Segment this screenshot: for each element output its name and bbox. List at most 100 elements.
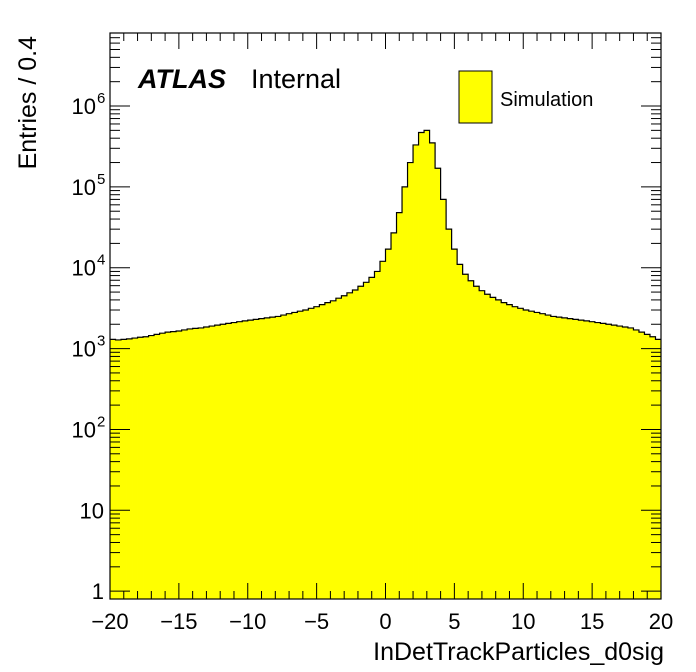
histogram-bin	[567, 318, 574, 599]
histogram-bin	[534, 312, 541, 599]
histogram-bin	[231, 322, 238, 599]
histogram-bin	[616, 326, 623, 599]
y-tick-label-exponent: 2	[97, 413, 105, 430]
x-tick-label: −15	[160, 609, 197, 634]
atlas-label: ATLAS	[137, 64, 226, 94]
y-tick-label-exponent: 3	[97, 333, 105, 350]
histogram-bin	[633, 329, 640, 599]
histogram-bin	[324, 302, 331, 599]
legend: Simulation	[458, 70, 593, 124]
x-axis-ticks	[109, 33, 662, 599]
histogram-bin	[495, 299, 502, 599]
y-tick-label-exponent: 4	[97, 252, 105, 269]
histogram-bin	[429, 142, 436, 599]
legend-entry-simulation: Simulation	[500, 89, 593, 111]
legend-swatch-simulation	[458, 70, 493, 124]
histogram-bin	[578, 320, 585, 599]
histogram-bin	[181, 329, 188, 599]
histogram-bin	[115, 339, 122, 599]
histogram-bin	[379, 261, 386, 599]
histogram-bin	[346, 292, 353, 599]
histogram-bin	[165, 332, 172, 599]
histogram-bin	[236, 321, 243, 599]
histogram-bin	[209, 326, 216, 599]
histogram-bin	[561, 317, 568, 599]
histogram-bin	[203, 326, 210, 599]
atlas-status: Internal	[251, 64, 341, 94]
y-tick-label: 1	[92, 579, 104, 604]
histogram-bin	[655, 339, 662, 599]
histogram-bin	[501, 302, 508, 599]
histogram-bin	[280, 315, 287, 599]
histogram-bin	[247, 320, 254, 599]
y-tick-label-exponent: 6	[97, 90, 105, 107]
histogram-bin	[523, 310, 530, 599]
histogram-bin	[253, 319, 260, 599]
histogram-bin	[391, 232, 397, 600]
histogram-bin	[385, 249, 392, 599]
histogram-bin	[363, 282, 370, 599]
histogram-bin	[291, 312, 298, 599]
y-tick-label: 10	[72, 417, 96, 442]
histogram-bin	[418, 132, 425, 599]
histogram-bin	[154, 334, 160, 599]
y-tick-label: 10	[72, 337, 96, 362]
histogram-bin	[264, 317, 271, 599]
x-tick-label: −5	[304, 609, 329, 634]
histogram-bin	[402, 186, 408, 599]
histogram-bin	[490, 297, 497, 599]
histogram-bin	[214, 325, 221, 599]
y-tick-label-exponent: 5	[97, 171, 105, 188]
histogram-bin	[220, 324, 227, 599]
histogram-bin	[313, 306, 320, 599]
x-tick-label: 15	[580, 609, 604, 634]
x-tick-label: −20	[91, 609, 128, 634]
histogram-bin	[126, 338, 133, 599]
histogram-bin	[545, 315, 552, 599]
histogram-bin	[407, 162, 414, 600]
histogram-bin	[269, 317, 276, 599]
histogram-bins	[110, 130, 662, 600]
histogram-bin	[572, 319, 579, 599]
histogram-bin	[258, 318, 265, 599]
histogram-bin	[517, 308, 524, 599]
histogram-bin	[137, 337, 144, 599]
histogram-bin	[644, 334, 651, 599]
y-tick-label: 10	[80, 498, 104, 523]
histogram-bin	[539, 313, 546, 599]
histogram-bin	[594, 322, 601, 599]
x-tick-label: −10	[229, 609, 266, 634]
histogram-bin	[440, 199, 447, 599]
histogram-bin	[638, 332, 645, 599]
histogram-bin	[627, 327, 634, 599]
histogram-bin	[187, 328, 194, 599]
y-axis-ticks	[110, 32, 661, 592]
histogram-bin	[600, 323, 607, 599]
histogram-bin	[479, 290, 486, 599]
histogram-bin	[506, 304, 513, 599]
histogram-outline	[110, 129, 661, 341]
histogram-bin	[457, 264, 464, 599]
histogram-bin	[528, 311, 535, 599]
histogram-bin	[176, 331, 183, 599]
histogram-bin	[286, 313, 293, 599]
histogram-bin	[198, 327, 205, 599]
histogram-bin	[357, 286, 364, 599]
histogram-bin	[649, 336, 656, 599]
y-tick-label: 10	[72, 94, 96, 119]
histogram-bin	[374, 271, 381, 599]
x-axis-title: InDetTrackParticles_d0sig	[373, 638, 664, 666]
histogram-bin	[335, 298, 342, 599]
histogram-bin	[556, 317, 563, 599]
x-axis-tick-labels: −20 −15 −10 −5 0 5 10 15 20	[91, 609, 673, 634]
histogram-bin	[368, 277, 375, 599]
histogram-bin	[605, 324, 612, 599]
histogram-bin	[319, 304, 326, 599]
histogram-bin	[170, 331, 177, 599]
histogram-bin	[308, 308, 315, 599]
histogram-bin	[611, 325, 618, 599]
histogram-step-line	[110, 129, 661, 341]
histogram-bin	[413, 144, 419, 599]
